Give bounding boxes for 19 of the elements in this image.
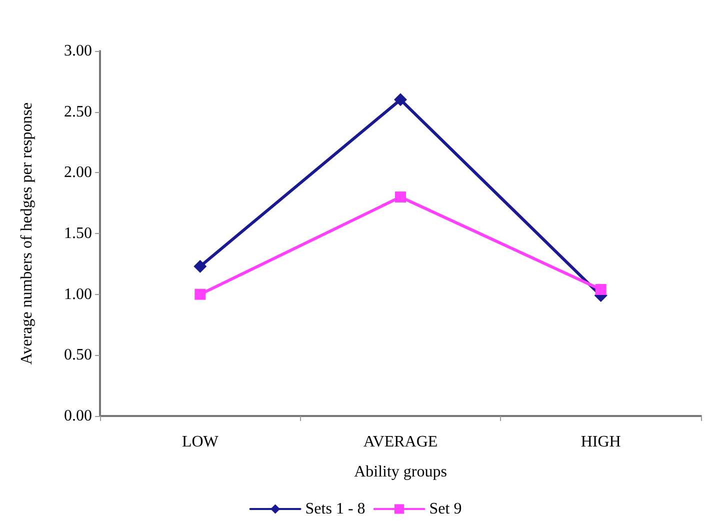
point [194, 260, 207, 273]
y-tick-label: 2.00 [64, 164, 92, 182]
x-axis-title: Ability groups [354, 464, 447, 480]
point [595, 284, 606, 295]
y-tick-label: 1.50 [64, 225, 92, 242]
y-tick-label: 0.00 [64, 408, 92, 424]
y-tick-label: 0.50 [64, 346, 92, 364]
point [194, 288, 206, 300]
legend-label: Sets 1 - 8 [305, 500, 366, 518]
x-tick-label: LOW [182, 434, 220, 450]
y-tick-label: 3.00 [64, 42, 92, 60]
y-tick-label: 1.00 [64, 286, 92, 303]
x-tick-label: HIGH [580, 434, 622, 450]
x-tick-label: AVERAGE [363, 434, 438, 450]
y-tick-label: 2.50 [64, 103, 92, 120]
y-axis-title: Average numbers of hedges per response [18, 102, 36, 365]
point [394, 93, 407, 106]
point [395, 192, 406, 202]
legend-label: Set 9 [429, 500, 462, 518]
